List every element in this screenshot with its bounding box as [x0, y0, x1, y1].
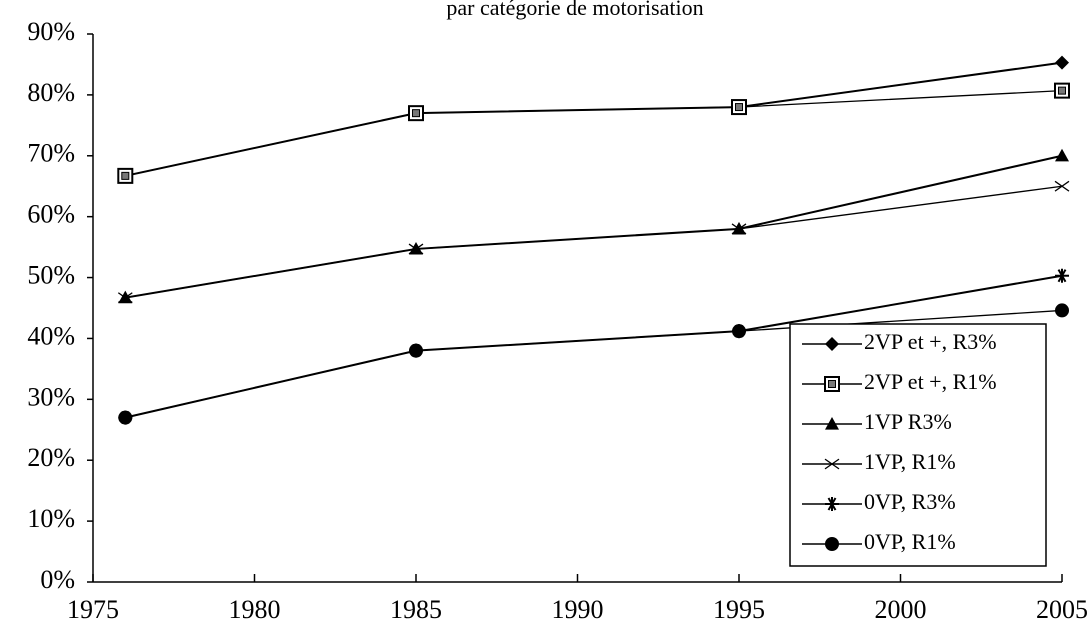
marker — [1054, 82, 1070, 99]
x-tick-label: 1990 — [552, 595, 604, 624]
marker — [1054, 180, 1070, 192]
y-tick-label: 80% — [27, 78, 75, 107]
marker-part — [117, 292, 133, 304]
x-tick-label: 2005 — [1036, 595, 1088, 624]
legend-label: 2VP et +, R1% — [864, 369, 997, 394]
marker — [732, 324, 746, 339]
marker — [1055, 148, 1069, 162]
marker-part — [731, 223, 747, 235]
marker — [825, 497, 839, 511]
marker-part — [732, 324, 746, 339]
marker — [1055, 303, 1069, 318]
marker — [408, 105, 424, 122]
marker-part — [825, 337, 839, 351]
x-tick-label: 1995 — [713, 595, 765, 624]
x-tick-label: 1980 — [229, 595, 281, 624]
x-tick-label: 1985 — [390, 595, 442, 624]
marker — [825, 337, 839, 351]
y-tick-label: 60% — [27, 200, 75, 229]
marker — [824, 376, 840, 392]
marker-part — [825, 417, 839, 430]
y-tick-label: 90% — [27, 17, 75, 46]
marker-part — [1054, 180, 1070, 192]
marker — [824, 458, 840, 470]
y-tick-label: 20% — [27, 443, 75, 472]
y-tick-label: 0% — [40, 565, 75, 594]
y-tick-label: 10% — [27, 504, 75, 533]
marker-part — [1055, 148, 1069, 162]
y-tick-label: 40% — [27, 321, 75, 350]
marker-part — [1055, 55, 1069, 70]
marker — [409, 343, 423, 358]
marker — [825, 537, 839, 551]
marker-part — [412, 109, 420, 118]
chart-title: par catégorie de motorisation — [446, 0, 703, 20]
marker-part — [118, 410, 133, 425]
marker-part — [408, 243, 424, 255]
series-line — [125, 185, 1063, 299]
marker-part — [735, 103, 743, 112]
marker-part — [825, 537, 839, 551]
marker-part — [1055, 303, 1069, 318]
marker — [731, 223, 747, 235]
marker-part — [409, 343, 423, 358]
marker — [1055, 55, 1069, 70]
series-line — [125, 89, 1063, 177]
legend-label: 1VP R3% — [864, 409, 952, 434]
marker — [825, 417, 839, 430]
marker — [118, 410, 133, 425]
y-tick-label: 30% — [27, 382, 75, 411]
legend-box — [789, 323, 1047, 567]
legend-label: 1VP, R1% — [864, 449, 956, 474]
marker — [408, 243, 424, 255]
legend-label: 0VP, R3% — [864, 489, 956, 514]
series-line — [125, 154, 1063, 299]
legend-label: 0VP, R1% — [864, 529, 956, 554]
marker — [731, 99, 747, 116]
y-tick-label: 70% — [27, 139, 75, 168]
x-tick-label: 1975 — [67, 595, 119, 624]
series-line — [125, 309, 1063, 419]
marker — [117, 292, 133, 304]
series-line — [125, 61, 1063, 177]
marker — [1055, 268, 1069, 283]
marker-part — [121, 171, 130, 180]
marker-part — [824, 458, 840, 470]
legend-label: 2VP et +, R3% — [864, 329, 997, 354]
marker — [117, 167, 134, 184]
marker-part — [1058, 86, 1066, 95]
x-tick-label: 2000 — [875, 595, 927, 624]
marker-part — [828, 380, 836, 388]
y-tick-label: 50% — [27, 261, 75, 290]
